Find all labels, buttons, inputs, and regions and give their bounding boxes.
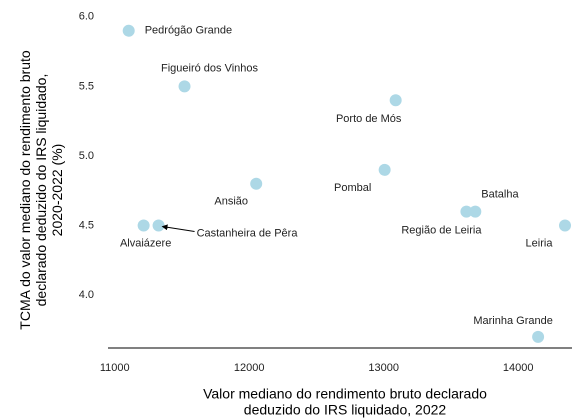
x-tick-label: 13000 [368, 362, 399, 374]
point-label: Alvaiázere [120, 237, 171, 249]
point [389, 94, 402, 107]
y-tick-label: 4.5 [79, 219, 94, 231]
point-label: Leiria [526, 237, 554, 249]
point-label: Ansião [214, 196, 248, 208]
point [460, 205, 473, 218]
y-axis-label: TCMA do valor mediano do rendimento brut… [17, 50, 65, 330]
point-label: Batalha [481, 189, 519, 201]
x-tick-label: 11000 [100, 362, 130, 374]
point [378, 163, 391, 176]
label-arrow [161, 224, 195, 233]
point-label: Marinha Grande [473, 315, 553, 327]
point [178, 80, 191, 93]
point [137, 219, 150, 232]
point [122, 24, 135, 37]
point [559, 219, 572, 232]
point [469, 205, 482, 218]
y-tick-label: 5.5 [79, 80, 94, 92]
y-tick-label: 5.0 [79, 150, 94, 162]
x-axis-label: Valor mediano do rendimento bruto declar… [203, 386, 487, 402]
point-label: Porto de Mós [336, 113, 402, 125]
y-axis-label-line: declarado deduzido do IRS liquidado, [33, 74, 49, 307]
point-label: Pedrógão Grande [145, 25, 232, 37]
y-axis-label-line: 2020-2022 (%) [49, 144, 65, 237]
point-label: Pombal [334, 182, 371, 194]
y-tick-label: 6.0 [79, 11, 94, 23]
x-tick-label: 14000 [503, 362, 534, 374]
point-label: Região de Leiria [401, 225, 482, 237]
point [152, 219, 165, 232]
point [532, 330, 545, 343]
y-axis-label-line: TCMA do valor mediano do rendimento brut… [17, 50, 33, 330]
point-label: Castanheira de Pêra [197, 227, 299, 239]
y-tick-label: 4.0 [79, 289, 94, 301]
x-axis-label: deduzido do IRS liquidado, 2022 [244, 402, 447, 418]
x-tick-label: 12000 [234, 362, 265, 374]
point-label: Figueiró dos Vinhos [161, 62, 259, 74]
point [250, 177, 263, 190]
